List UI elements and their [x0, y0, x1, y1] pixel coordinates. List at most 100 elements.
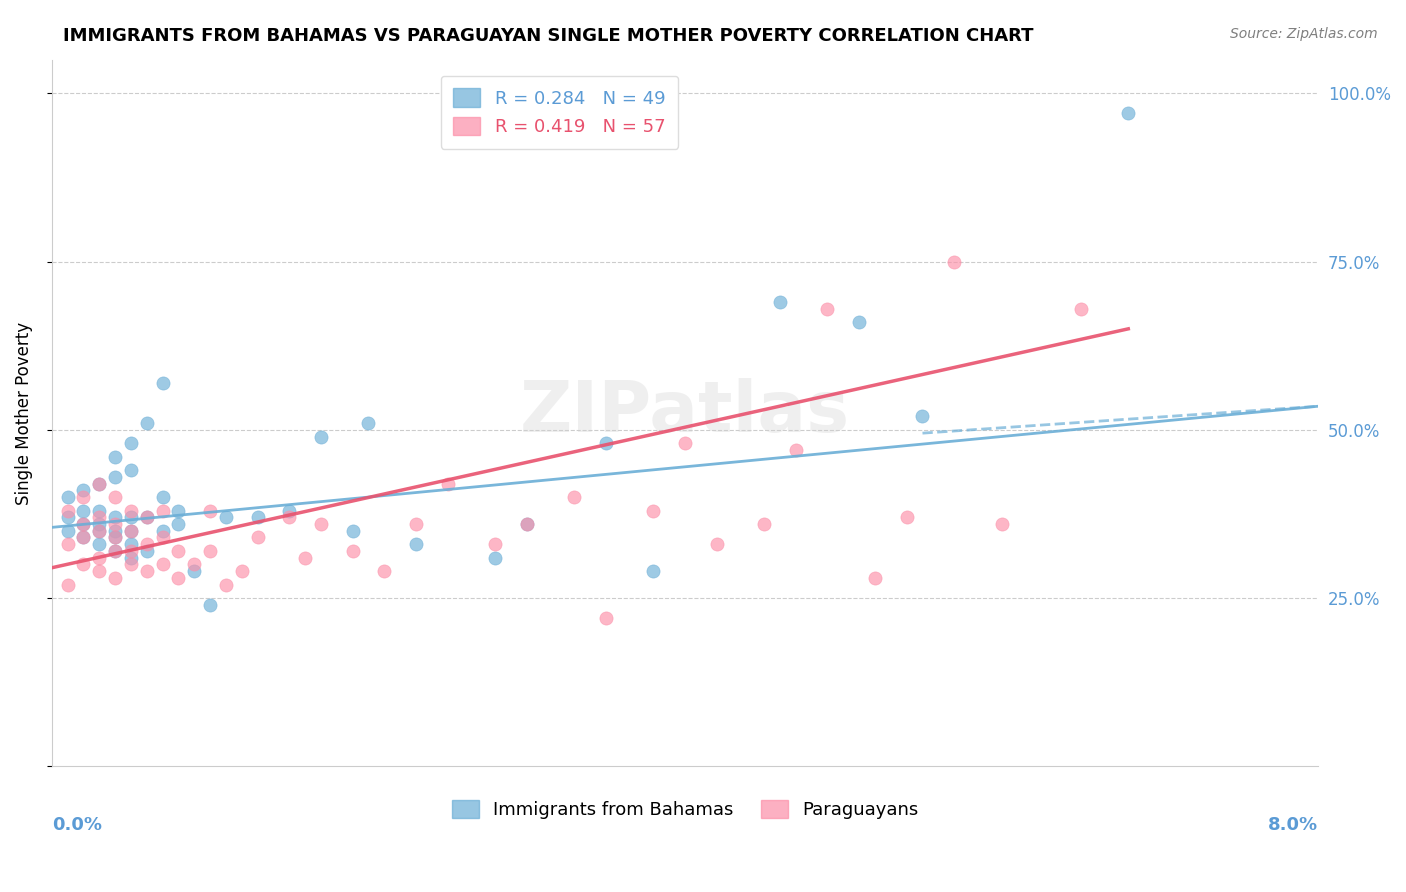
Point: [120, 524, 142, 538]
Point: [120, 510, 142, 524]
Point: [198, 598, 221, 612]
Point: [152, 531, 174, 545]
Point: [309, 429, 332, 443]
Point: [56, 490, 79, 504]
Point: [72, 558, 94, 572]
Point: [152, 376, 174, 390]
Point: [56, 537, 79, 551]
Text: Source: ZipAtlas.com: Source: ZipAtlas.com: [1230, 27, 1378, 41]
Y-axis label: Single Mother Poverty: Single Mother Poverty: [15, 321, 32, 505]
Point: [769, 294, 792, 309]
Point: [436, 476, 458, 491]
Point: [89, 524, 111, 538]
Point: [167, 503, 190, 517]
Point: [135, 510, 157, 524]
Point: [278, 503, 301, 517]
Point: [104, 470, 127, 484]
Point: [231, 564, 253, 578]
Point: [104, 531, 127, 545]
Point: [673, 436, 696, 450]
Point: [152, 524, 174, 538]
Point: [1070, 301, 1092, 316]
Point: [278, 510, 301, 524]
Point: [562, 490, 585, 504]
Point: [167, 571, 190, 585]
Point: [595, 611, 617, 625]
Point: [72, 516, 94, 531]
Point: [89, 537, 111, 551]
Point: [152, 490, 174, 504]
Point: [120, 558, 142, 572]
Point: [896, 510, 918, 524]
Point: [484, 550, 506, 565]
Text: IMMIGRANTS FROM BAHAMAS VS PARAGUAYAN SINGLE MOTHER POVERTY CORRELATION CHART: IMMIGRANTS FROM BAHAMAS VS PARAGUAYAN SI…: [63, 27, 1033, 45]
Point: [135, 544, 157, 558]
Point: [89, 503, 111, 517]
Point: [120, 550, 142, 565]
Point: [120, 463, 142, 477]
Point: [817, 301, 839, 316]
Point: [167, 544, 190, 558]
Point: [943, 254, 966, 268]
Point: [215, 577, 238, 591]
Point: [56, 503, 79, 517]
Point: [785, 442, 807, 457]
Point: [754, 516, 776, 531]
Point: [198, 503, 221, 517]
Point: [56, 510, 79, 524]
Point: [309, 516, 332, 531]
Point: [72, 503, 94, 517]
Point: [120, 537, 142, 551]
Point: [152, 558, 174, 572]
Point: [135, 416, 157, 430]
Point: [56, 577, 79, 591]
Point: [104, 544, 127, 558]
Point: [183, 564, 205, 578]
Point: [135, 564, 157, 578]
Point: [120, 524, 142, 538]
Point: [72, 531, 94, 545]
Legend: Immigrants from Bahamas, Paraguayans: Immigrants from Bahamas, Paraguayans: [443, 790, 928, 828]
Point: [89, 564, 111, 578]
Point: [104, 490, 127, 504]
Point: [595, 436, 617, 450]
Point: [183, 558, 205, 572]
Point: [342, 544, 364, 558]
Point: [104, 571, 127, 585]
Point: [215, 510, 238, 524]
Point: [484, 537, 506, 551]
Point: [104, 524, 127, 538]
Point: [89, 476, 111, 491]
Point: [120, 544, 142, 558]
Point: [198, 544, 221, 558]
Point: [72, 531, 94, 545]
Text: 8.0%: 8.0%: [1268, 816, 1319, 834]
Point: [848, 315, 870, 329]
Point: [516, 516, 538, 531]
Point: [72, 516, 94, 531]
Point: [863, 571, 886, 585]
Point: [120, 436, 142, 450]
Point: [990, 516, 1012, 531]
Point: [104, 531, 127, 545]
Point: [342, 524, 364, 538]
Point: [89, 524, 111, 538]
Point: [357, 416, 380, 430]
Point: [405, 516, 427, 531]
Point: [89, 516, 111, 531]
Point: [72, 483, 94, 498]
Point: [643, 503, 665, 517]
Point: [152, 503, 174, 517]
Point: [104, 544, 127, 558]
Point: [72, 490, 94, 504]
Point: [104, 516, 127, 531]
Point: [294, 550, 316, 565]
Point: [135, 537, 157, 551]
Point: [89, 550, 111, 565]
Point: [104, 510, 127, 524]
Point: [1116, 106, 1139, 120]
Point: [706, 537, 728, 551]
Point: [246, 510, 269, 524]
Point: [643, 564, 665, 578]
Point: [135, 510, 157, 524]
